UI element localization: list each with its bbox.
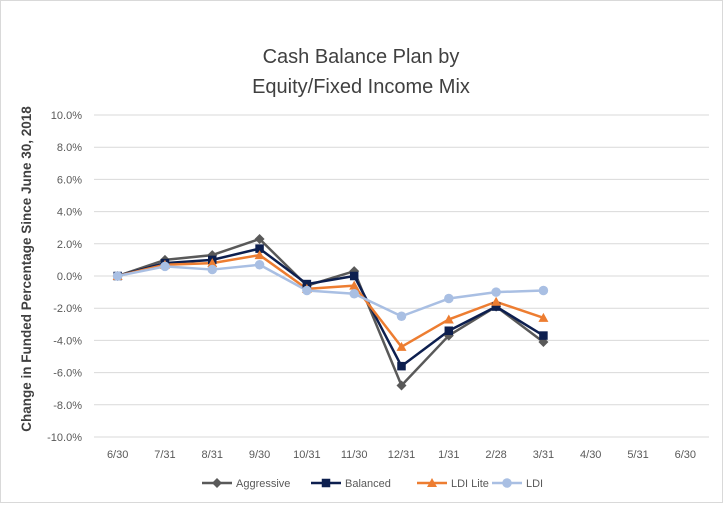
y-tick-label: 10.0% — [51, 110, 82, 122]
legend-marker-aggressive — [212, 478, 222, 488]
x-tick-label: 7/31 — [154, 449, 175, 461]
y-tick-label: -4.0% — [53, 335, 82, 347]
y-tick-label: -6.0% — [53, 368, 82, 380]
data-point-ldi — [207, 264, 218, 275]
y-tick-label: -10.0% — [47, 432, 82, 444]
y-tick-label: 4.0% — [57, 207, 82, 219]
x-tick-labels: 6/30 7/31 8/31 9/30 10/31 11/30 12/31 1/31 2/28 3… — [107, 449, 696, 461]
x-tick-label: 1/31 — [438, 449, 459, 461]
legend-label-ldi: LDI — [526, 478, 543, 490]
x-tick-label: 10/31 — [293, 449, 321, 461]
y-tick-label: -2.0% — [53, 303, 82, 315]
data-point-balanced — [349, 271, 359, 281]
legend-label-aggressive: Aggressive — [236, 478, 290, 490]
x-tick-label: 2/28 — [485, 449, 506, 461]
data-point-ldi — [349, 288, 359, 299]
x-tick-label: 4/30 — [580, 449, 601, 461]
x-tick-label: 6/30 — [107, 449, 128, 461]
data-point-balanced — [539, 331, 548, 340]
chart-title-line-1: Cash Balance Plan by — [263, 46, 460, 68]
data-point-aggressive — [254, 233, 265, 244]
data-point-ldi — [254, 259, 265, 270]
y-tick-label: 0.0% — [57, 271, 82, 283]
legend: Aggressive Balanced LDI Lite LDI — [202, 478, 543, 490]
x-tick-label: 6/30 — [675, 449, 696, 461]
gridlines — [94, 114, 709, 438]
y-axis-label: Change in Funded Percentage Since June 3… — [19, 106, 34, 432]
y-tick-label: -8.0% — [53, 400, 82, 412]
series-line-ldi-lite — [117, 253, 544, 349]
y-tick-label: 2.0% — [57, 239, 82, 251]
legend-marker-ldi-lite — [427, 478, 437, 487]
legend-label-balanced: Balanced — [345, 478, 391, 490]
legend-marker-balanced — [321, 478, 331, 488]
data-point-ldi-lite — [396, 341, 407, 351]
x-tick-label: 9/30 — [249, 449, 270, 461]
y-tick-label: 6.0% — [57, 174, 82, 186]
data-point-ldi-lite — [349, 280, 360, 290]
series-markers — [112, 233, 549, 391]
data-point-ldi-lite — [254, 250, 265, 260]
y-tick-label: 8.0% — [57, 142, 82, 154]
series-line-balanced — [117, 247, 545, 368]
data-point-ldi-lite — [207, 258, 218, 268]
series-line-ldi — [117, 263, 544, 318]
data-point-ldi — [302, 285, 312, 296]
legend-label-ldi-lite: LDI Lite — [451, 478, 489, 490]
x-tick-label: 5/31 — [627, 449, 648, 461]
data-point-ldi — [396, 311, 407, 321]
data-point-ldi — [444, 293, 454, 304]
data-point-aggressive — [396, 380, 407, 391]
x-tick-label: 11/30 — [341, 449, 368, 461]
data-point-ldi — [491, 287, 501, 297]
legend-marker-ldi — [502, 478, 512, 488]
data-point-balanced — [397, 361, 406, 371]
data-point-balanced — [444, 326, 454, 335]
data-point-ldi — [160, 261, 170, 272]
data-point-ldi-lite — [538, 312, 549, 322]
series-line-aggressive — [117, 237, 545, 387]
data-point-ldi — [538, 285, 549, 296]
x-tick-label: 8/31 — [202, 449, 223, 461]
data-point-ldi-lite — [491, 296, 502, 306]
series-lines — [117, 237, 545, 387]
x-tick-label: 12/31 — [388, 449, 416, 461]
data-point-ldi-lite — [443, 314, 454, 324]
data-point-balanced — [491, 302, 501, 311]
x-tick-label: 3/31 — [533, 449, 554, 461]
y-tick-labels: 10.0% 8.0% 6.0% 4.0% 2.0% 0.0% -2.0% -4.0% -6.0%… — [47, 110, 82, 444]
data-point-balanced — [255, 244, 264, 253]
data-point-ldi — [112, 271, 123, 281]
chart-title-line-2: Equity/Fixed Income Mix — [252, 76, 470, 98]
